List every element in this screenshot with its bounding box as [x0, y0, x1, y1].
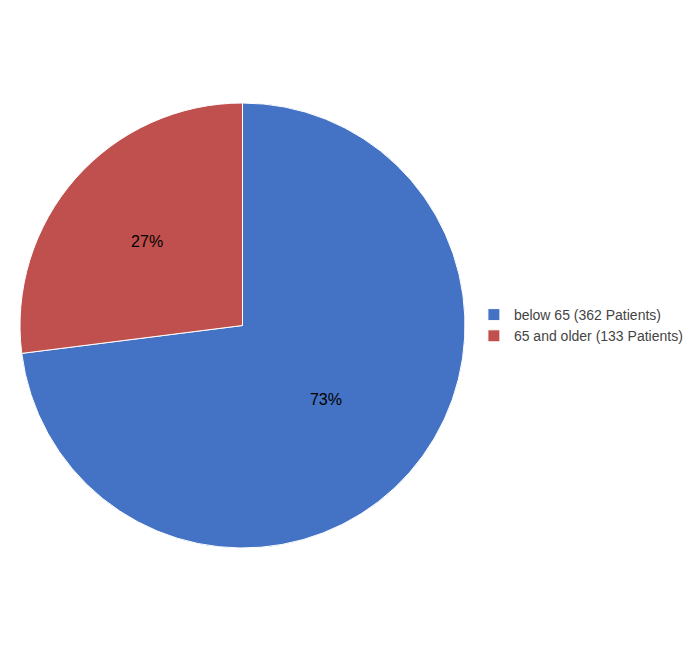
svg-text:65 and older (133 Patients): 65 and older (133 Patients): [514, 328, 683, 344]
svg-text:below 65 (362 Patients): below 65 (362 Patients): [514, 307, 661, 323]
svg-text:73%: 73%: [310, 391, 342, 408]
svg-text:27%: 27%: [131, 233, 163, 250]
